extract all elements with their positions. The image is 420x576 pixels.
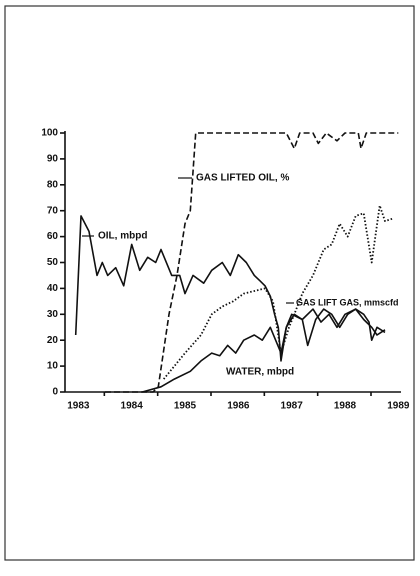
series-line	[142, 308, 386, 393]
y-tick-label: 80	[47, 179, 59, 190]
y-tick-label: 50	[47, 257, 59, 268]
x-tick-label: 1989	[387, 401, 410, 412]
y-tick-label: 10	[47, 361, 59, 372]
x-tick-label: 1984	[121, 401, 144, 412]
y-tick-label: 60	[47, 231, 59, 242]
y-tick-label: 30	[47, 309, 59, 320]
y-tick-label: 0	[52, 387, 58, 398]
series-label: WATER, mbpd	[226, 367, 294, 378]
plot-area: 0 10 20 30 40 50 60 70 80 90 100 1983 1984 1985 1986 19…	[41, 128, 410, 412]
x-tick-label: 1986	[227, 401, 250, 412]
series-line	[163, 204, 394, 380]
frame	[4, 5, 415, 561]
y-tick-label: 100	[41, 128, 58, 139]
series-label: OIL, mbpd	[98, 231, 147, 242]
y-tick-label: 40	[47, 283, 59, 294]
y-tick-label: 90	[47, 154, 59, 165]
y-tick-label: 20	[47, 335, 59, 346]
series-line	[105, 132, 399, 393]
series-label: GAS LIFTED OIL, %	[196, 173, 289, 184]
x-tick-label: 1987	[281, 401, 304, 412]
x-tick-label: 1988	[334, 401, 357, 412]
x-tick-label: 1985	[174, 401, 197, 412]
y-tick-label: 70	[47, 205, 59, 216]
series-label: GAS LIFT GAS, mmscfd	[296, 297, 399, 307]
series-line	[74, 215, 386, 362]
x-tick-label: 1983	[67, 401, 90, 412]
